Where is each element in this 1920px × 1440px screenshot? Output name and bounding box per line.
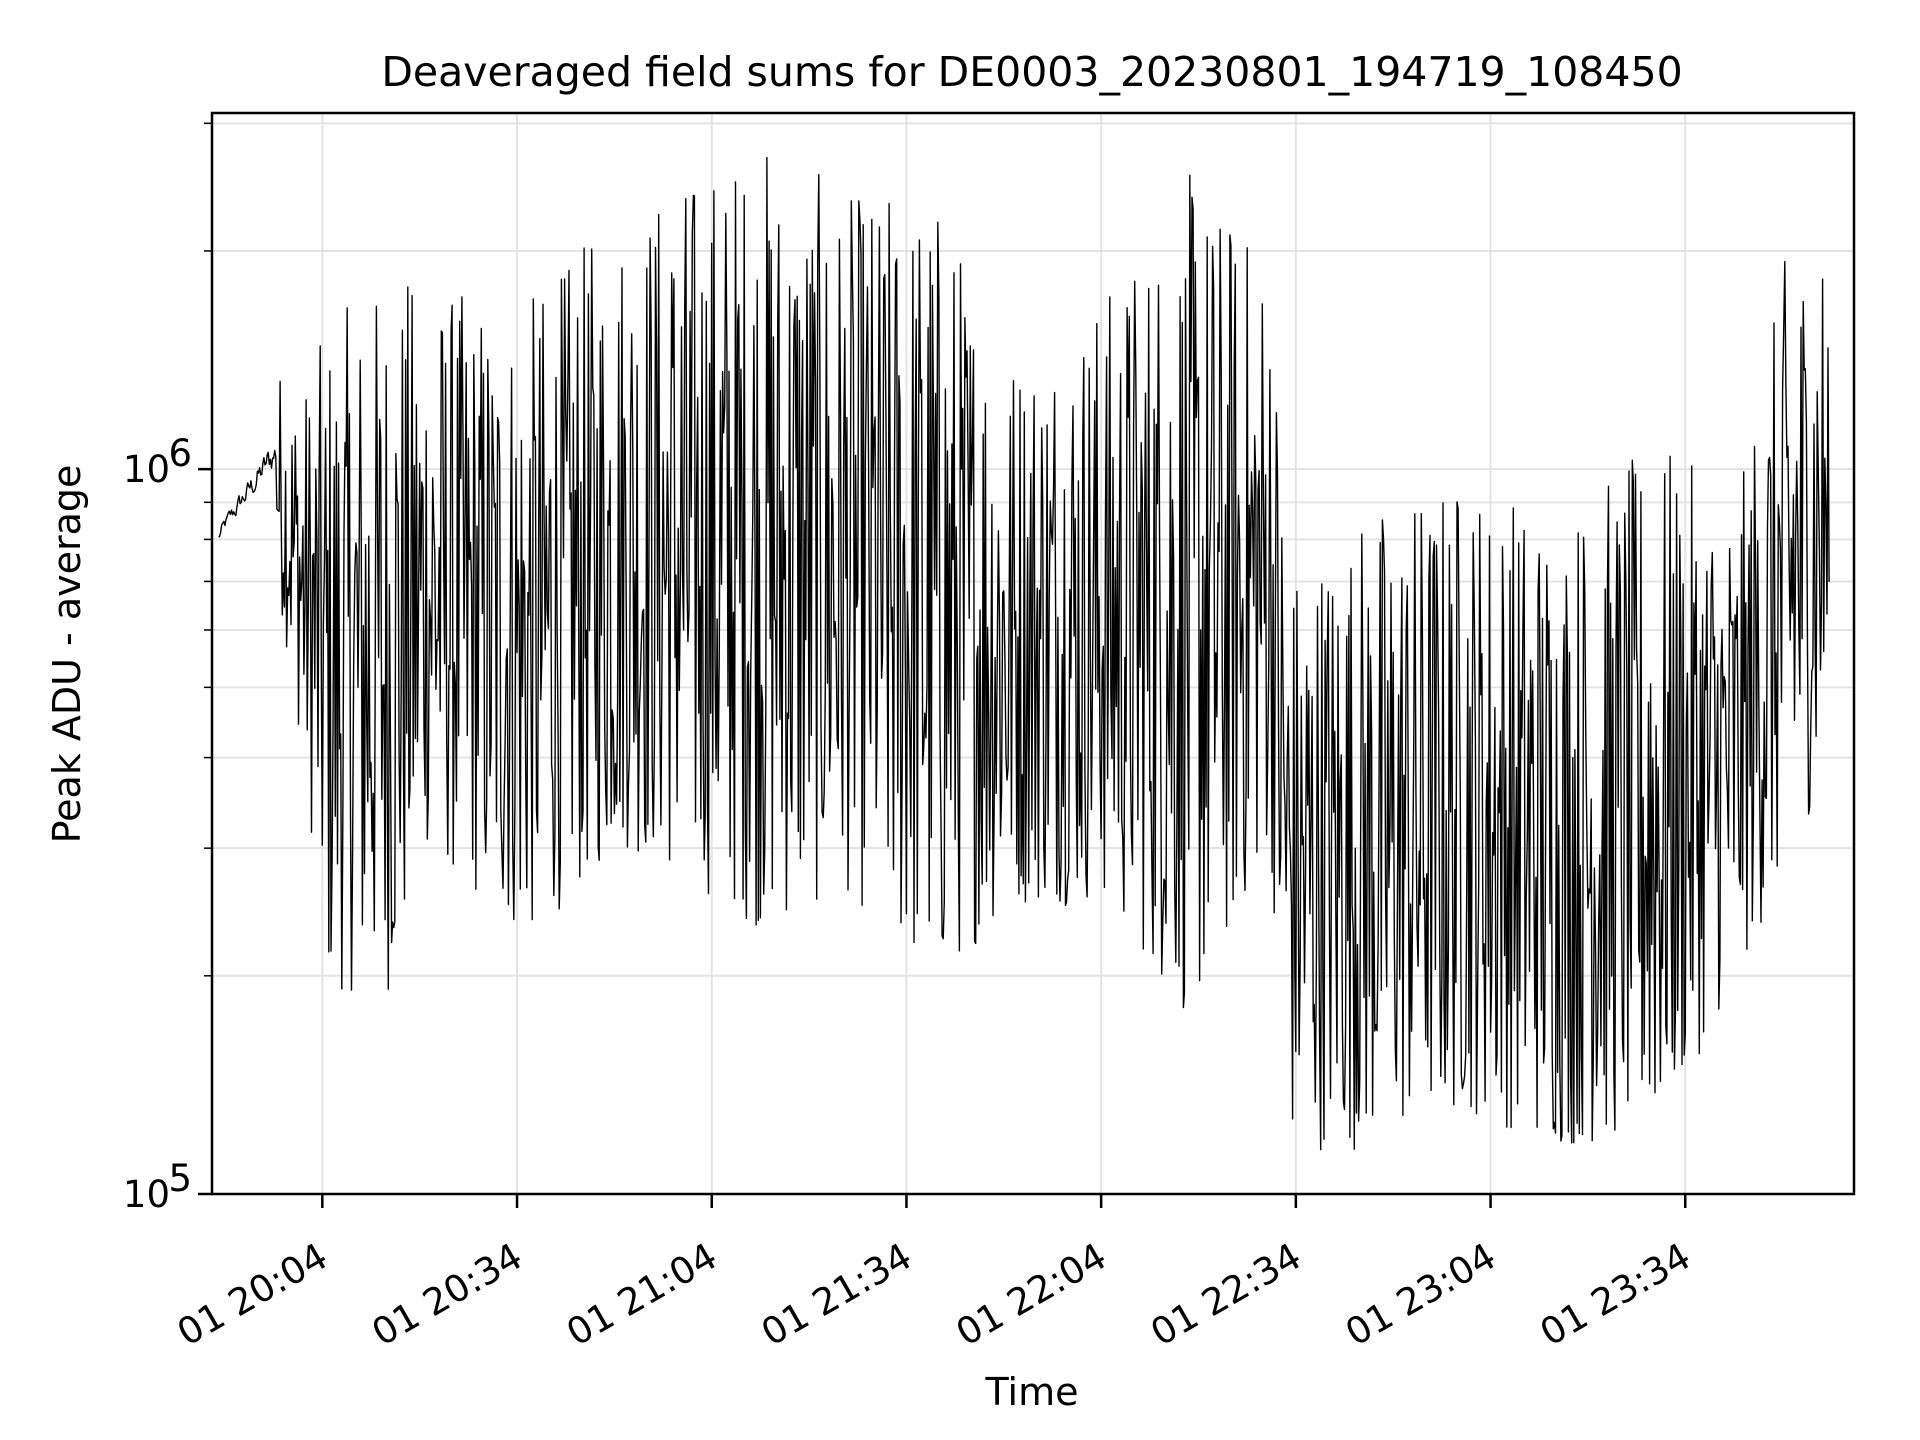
y-axis-ticks: 105 106 — [123, 122, 212, 1216]
y-tick-label: 106 — [123, 432, 192, 491]
data-line-group — [218, 156, 1830, 1151]
series-line — [218, 156, 1830, 1151]
chart-title: Deaveraged field sums for DE0003_2023080… — [381, 48, 1682, 96]
y-axis-label: Peak ADU - average — [45, 465, 89, 844]
y-tick-label: 105 — [123, 1157, 192, 1216]
x-axis-label: Time — [985, 1370, 1079, 1414]
plot-frame — [210, 111, 1856, 1196]
